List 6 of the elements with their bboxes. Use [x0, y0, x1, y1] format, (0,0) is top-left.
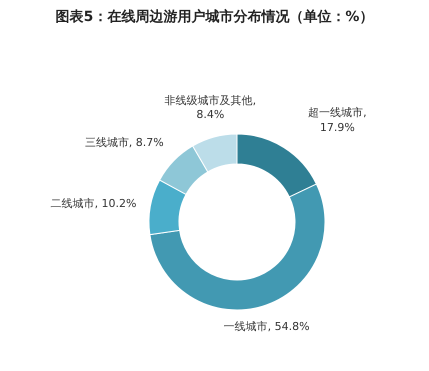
- chart-title: 图表5：在线周边游用户城市分布情况（单位：%）: [54, 8, 374, 26]
- slice-label: 非线级城市及其他, 8.4%: [164, 94, 256, 124]
- slice-label: 二线城市, 10.2%: [50, 196, 136, 212]
- slice-label: 一线城市, 54.8%: [224, 320, 310, 334]
- slice-label: 三线城市, 8.7%: [84, 136, 164, 151]
- slice-label: 超一线城市, 17.9%: [307, 106, 368, 136]
